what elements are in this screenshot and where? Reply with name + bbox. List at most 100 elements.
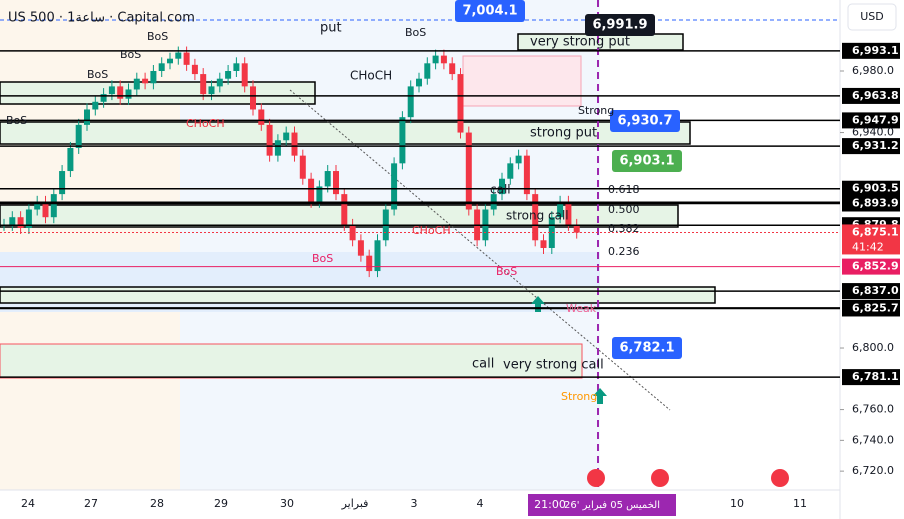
candle	[258, 109, 265, 125]
candle	[108, 86, 115, 95]
price-label: 6,980.0	[852, 64, 894, 77]
candle	[424, 63, 431, 79]
event-icon	[651, 469, 669, 487]
candle	[333, 171, 339, 195]
candle	[449, 63, 456, 75]
price-label: 6,963.8	[852, 89, 899, 102]
candle	[374, 240, 381, 272]
price-label: 6,781.1	[852, 370, 899, 383]
price-label: 6,931.2	[852, 139, 899, 152]
candle	[183, 52, 190, 65]
candle	[308, 178, 315, 202]
candle	[9, 217, 16, 225]
candle	[274, 140, 281, 156]
annotation: very strong put	[530, 35, 630, 50]
annotation: BoS	[312, 252, 333, 265]
candle	[465, 132, 472, 210]
candle	[250, 86, 256, 110]
countdown: 41:42	[852, 240, 884, 253]
zone	[0, 204, 679, 228]
time-label: 10	[730, 497, 744, 510]
time-label: 3	[411, 497, 418, 510]
cursor-time: 21:00	[534, 498, 566, 511]
price-label: 6,875.1	[852, 225, 899, 238]
candle	[440, 55, 447, 64]
candle	[100, 94, 107, 102]
annotation: BoS	[405, 26, 426, 39]
candle	[499, 178, 505, 195]
annotation: 0.618	[608, 183, 640, 196]
callout-label: 6,782.1	[619, 341, 674, 356]
price-badge	[842, 112, 900, 129]
time-label: 29	[214, 497, 228, 510]
annotation: BoS	[120, 48, 141, 61]
candle	[84, 109, 90, 125]
price-label: 6,825.7	[852, 301, 899, 314]
annotation: 0.236	[608, 245, 640, 258]
annotation: Weak	[566, 302, 597, 315]
trend-line	[289, 89, 671, 411]
price-badge	[842, 369, 900, 386]
symbol-title: US 500 · 1ساعة · Capital.com	[8, 11, 195, 26]
currency: USD	[860, 10, 884, 23]
candle	[283, 132, 290, 141]
annotation: put	[320, 21, 342, 36]
annotation: strong call	[506, 209, 569, 223]
price-label: 6,740.0	[852, 433, 894, 446]
callout-label: 7,004.1	[462, 4, 517, 19]
candle	[416, 78, 422, 87]
callout	[455, 0, 525, 22]
time-label: 30	[280, 497, 294, 510]
annotation: very strong call	[503, 358, 604, 373]
candle	[291, 132, 298, 156]
price-badge	[842, 224, 900, 255]
zone	[462, 55, 582, 107]
candle	[366, 255, 373, 272]
candle	[266, 124, 273, 156]
time-label: فبراير	[341, 497, 369, 510]
price-label: 6,720.0	[852, 464, 894, 477]
candle	[316, 186, 323, 202]
candle	[515, 155, 522, 164]
price-badge	[842, 300, 900, 317]
candle	[391, 163, 398, 210]
price-badge	[842, 180, 900, 197]
candle	[200, 74, 207, 95]
candle	[117, 86, 124, 99]
callout	[610, 110, 680, 132]
candle	[548, 217, 555, 248]
candle	[150, 71, 157, 84]
candle	[17, 217, 24, 228]
candle	[208, 86, 215, 95]
candle	[565, 201, 572, 225]
candle	[67, 147, 74, 172]
cursor-time-badge	[528, 494, 676, 516]
candle	[125, 89, 132, 99]
currency-button[interactable]	[847, 3, 897, 31]
event-icon	[771, 469, 789, 487]
zone	[0, 81, 316, 105]
price-label: 6,760.0	[852, 403, 894, 416]
callout-label: 6,991.9	[592, 18, 647, 33]
candle	[42, 201, 49, 218]
annotation: Strong	[578, 104, 614, 117]
candle	[133, 78, 140, 90]
candle	[357, 240, 364, 256]
price-label: 6,947.9	[852, 113, 899, 126]
candle	[324, 171, 331, 187]
candle	[50, 194, 57, 218]
candle	[142, 78, 149, 84]
candle	[523, 155, 530, 195]
arrow-up	[593, 388, 607, 404]
price-label: 6,993.1	[852, 44, 899, 57]
candle	[225, 71, 232, 79]
candle	[59, 171, 66, 195]
candle	[233, 63, 240, 71]
time-label: 27	[84, 497, 98, 510]
candle	[25, 209, 32, 228]
candle	[241, 63, 248, 87]
candle	[507, 163, 514, 179]
candle	[191, 64, 198, 75]
